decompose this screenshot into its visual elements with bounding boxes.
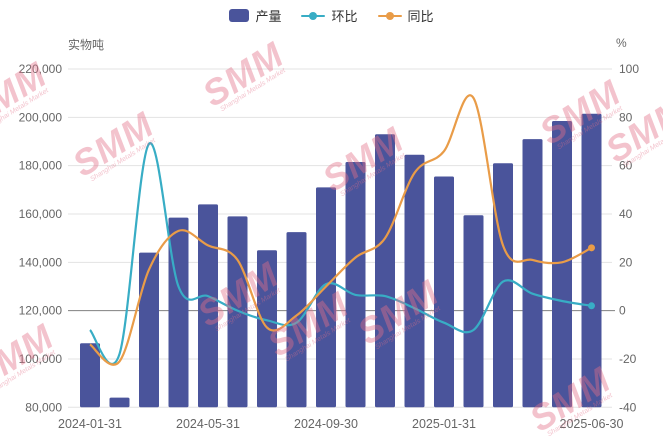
production-bar[interactable] — [345, 162, 366, 408]
left-axis-tick-label: 140,000 — [19, 255, 63, 269]
left-axis-tick-label: 160,000 — [19, 207, 63, 221]
left-axis-tick-label: 180,000 — [19, 159, 63, 173]
production-bar[interactable] — [552, 120, 572, 408]
legend-item-yoy[interactable]: 同比 — [377, 6, 434, 25]
left-axis-tick-label: 120,000 — [19, 304, 63, 318]
production-bar[interactable] — [581, 113, 602, 408]
production-bar[interactable] — [463, 215, 484, 408]
right-axis-tick-label: 80 — [619, 110, 633, 124]
legend-item-production[interactable]: 产量 — [229, 6, 281, 25]
right-axis-tick-label: 0 — [619, 304, 626, 318]
right-axis-tick-label: 40 — [619, 207, 633, 221]
production-bar[interactable] — [286, 232, 307, 408]
production-bar[interactable] — [375, 134, 395, 408]
right-axis-title: % — [616, 36, 627, 50]
x-axis-tick-label: 2024-09-30 — [294, 417, 358, 431]
x-axis-tick-label: 2025-06-30 — [560, 417, 624, 431]
legend-label-yoy: 同比 — [407, 9, 434, 24]
line-dot-swatch-icon — [301, 9, 326, 22]
production-bar[interactable] — [198, 204, 218, 408]
x-axis-tick-label: 2024-05-31 — [176, 417, 240, 431]
mom-line[interactable] — [89, 142, 592, 365]
left-axis-tick-label: 80,000 — [25, 400, 62, 414]
legend: 产量 环比 同比 — [0, 6, 663, 25]
production-bar[interactable] — [522, 139, 543, 408]
production-bar[interactable] — [80, 343, 100, 408]
bar-swatch-icon — [229, 9, 250, 22]
legend-label-production: 产量 — [255, 9, 282, 24]
production-bar[interactable] — [493, 163, 513, 408]
production-bar[interactable] — [139, 252, 159, 408]
production-bar[interactable] — [316, 187, 336, 408]
left-axis-title: 实物吨 — [68, 38, 105, 52]
left-axis-tick-label: 100,000 — [19, 352, 63, 366]
left-axis-tick-label: 200,000 — [19, 110, 63, 124]
production-bar[interactable] — [168, 217, 189, 408]
yoy-endpoint-dot — [588, 244, 595, 252]
left-axis-tick-label: 220,000 — [19, 62, 63, 76]
production-bar[interactable] — [404, 154, 425, 408]
right-axis-tick-label: 100 — [619, 62, 639, 76]
right-axis-tick-label: 20 — [619, 255, 633, 269]
production-bar[interactable] — [227, 216, 248, 408]
right-axis-tick-label: 60 — [619, 159, 633, 173]
x-axis-tick-label: 2025-01-31 — [412, 417, 476, 431]
line-dot-swatch-icon — [377, 9, 402, 22]
x-axis-tick-label: 2024-01-31 — [58, 417, 122, 431]
yoy-line[interactable] — [89, 94, 593, 366]
right-axis-tick-label: -20 — [619, 352, 637, 366]
mom-endpoint-dot — [588, 302, 595, 310]
legend-item-mom[interactable]: 环比 — [301, 6, 358, 25]
right-axis-tick-label: -40 — [619, 400, 637, 414]
production-bar[interactable] — [434, 176, 454, 408]
production-bar[interactable] — [109, 397, 130, 408]
legend-label-mom: 环比 — [331, 9, 358, 24]
